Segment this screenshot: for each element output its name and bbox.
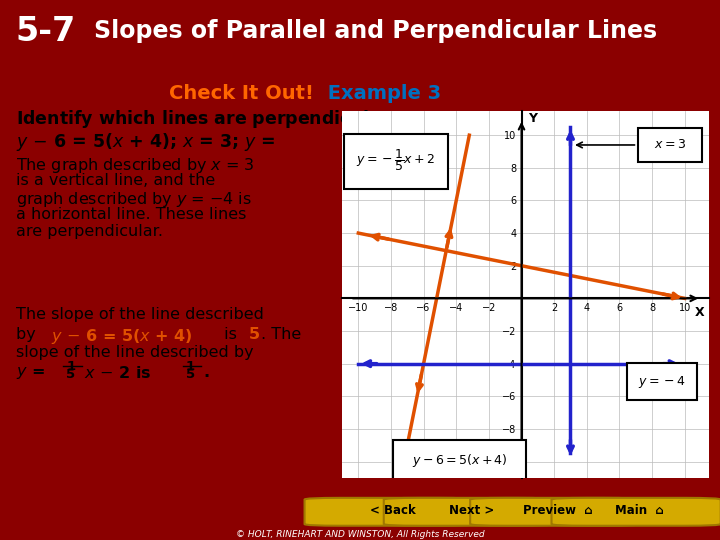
FancyBboxPatch shape [627,363,697,400]
Text: Y: Y [528,112,537,125]
Text: X: X [695,306,704,319]
FancyBboxPatch shape [638,128,702,162]
Text: The graph described by $x$ = 3: The graph described by $x$ = 3 [16,156,254,175]
Text: < Back: < Back [369,504,415,517]
Text: 1: 1 [186,360,194,373]
Text: $y - 6 = 5(x + 4)$: $y - 6 = 5(x + 4)$ [412,453,508,469]
Text: slope of the line described by: slope of the line described by [16,345,253,360]
FancyBboxPatch shape [384,498,553,526]
Text: 1: 1 [66,360,76,373]
Text: are perpendicular.: are perpendicular. [16,225,163,240]
Text: $x = 3$: $x = 3$ [654,138,686,152]
Text: $x$ $-$ 2 is: $x$ $-$ 2 is [84,365,152,381]
FancyBboxPatch shape [343,133,448,189]
Text: The slope of the line described: The slope of the line described [16,307,264,322]
Text: $x$ $-$ 2.: $x$ $-$ 2. [414,131,470,150]
Text: $y$ $-$ 6 = 5($x$ + 4): $y$ $-$ 6 = 5($x$ + 4) [50,327,192,346]
Text: 5-7: 5-7 [16,15,76,48]
Text: 5: 5 [393,135,404,150]
Text: .: . [203,365,210,380]
Text: a horizontal line. These lines: a horizontal line. These lines [16,207,246,222]
Text: © HOLT, RINEHART AND WINSTON, All Rights Reserved: © HOLT, RINEHART AND WINSTON, All Rights… [235,530,485,538]
FancyBboxPatch shape [552,498,720,526]
Text: Example 3: Example 3 [321,84,441,103]
Text: Preview  ⌂: Preview ⌂ [523,504,593,517]
Text: Check It Out!: Check It Out! [169,84,314,103]
FancyBboxPatch shape [393,440,526,482]
Text: 5: 5 [248,327,260,342]
Text: is a vertical line, and the: is a vertical line, and the [16,173,215,188]
Text: Slopes of Parallel and Perpendicular Lines: Slopes of Parallel and Perpendicular Lin… [94,19,657,43]
Text: by: by [16,327,40,342]
Text: Identify which lines are perpendicular: $y$ = $-$4;: Identify which lines are perpendicular: … [16,108,472,130]
Text: $y$ =: $y$ = [16,365,45,381]
Text: $y = -4$: $y = -4$ [638,374,685,390]
Text: $y$ $-$ 6 = 5($x$ + 4); $x$ = 3; $y$ =: $y$ $-$ 6 = 5($x$ + 4); $x$ = 3; $y$ = [16,131,275,153]
Text: graph described by $y$ = $-$4 is: graph described by $y$ = $-$4 is [16,190,251,209]
Text: is: is [220,327,242,342]
FancyBboxPatch shape [305,498,474,526]
Text: 5: 5 [66,368,76,381]
Text: . The: . The [261,327,302,342]
Text: 1: 1 [393,126,404,141]
Text: Main  ⌂: Main ⌂ [615,504,664,517]
Text: Next >: Next > [449,504,494,517]
FancyBboxPatch shape [470,498,639,526]
Text: 5: 5 [186,368,194,381]
Text: $y = -\dfrac{1}{5}x + 2$: $y = -\dfrac{1}{5}x + 2$ [356,147,436,173]
